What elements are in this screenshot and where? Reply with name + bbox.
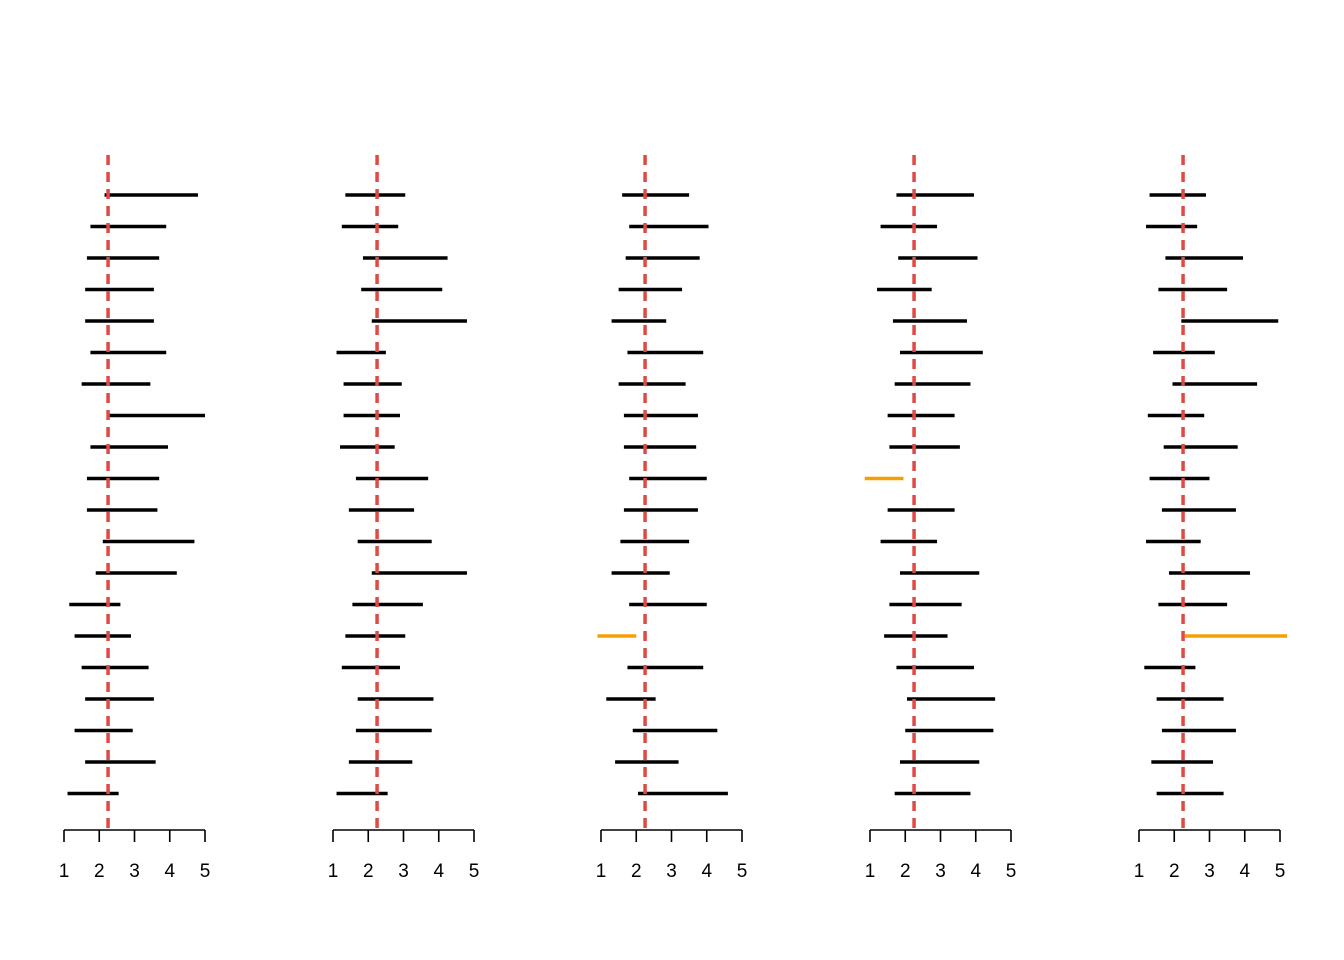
x-tick-label: 1 — [59, 861, 70, 882]
x-tick-label: 5 — [1275, 861, 1286, 882]
x-tick-label: 2 — [631, 861, 642, 882]
x-tick-label: 1 — [596, 861, 607, 882]
x-tick-label: 3 — [1204, 861, 1215, 882]
x-tick-label: 2 — [94, 861, 105, 882]
x-tick-label: 3 — [935, 861, 946, 882]
interval-panel-3: 1 2 3 4 5 — [596, 155, 748, 882]
x-tick-label: 2 — [363, 861, 374, 882]
interval-panel-1: 1 2 3 4 5 — [59, 155, 211, 882]
x-tick-label: 4 — [164, 861, 175, 882]
x-tick-label: 2 — [900, 861, 911, 882]
x-tick-label: 1 — [1134, 861, 1145, 882]
x-tick-label: 4 — [970, 861, 981, 882]
x-tick-label: 1 — [865, 861, 876, 882]
x-tick-label: 5 — [1006, 861, 1017, 882]
x-tick-label: 3 — [666, 861, 677, 882]
interval-panel-2: 1 2 3 4 5 — [328, 155, 480, 882]
x-tick-label: 4 — [701, 861, 712, 882]
x-tick-label: 5 — [200, 861, 211, 882]
x-tick-label: 5 — [737, 861, 748, 882]
x-tick-label: 1 — [328, 861, 339, 882]
interval-panel-5: 1 2 3 4 5 — [1134, 155, 1288, 882]
x-tick-label: 5 — [469, 861, 480, 882]
x-tick-label: 4 — [1239, 861, 1250, 882]
x-tick-label: 2 — [1169, 861, 1180, 882]
x-tick-label: 3 — [398, 861, 409, 882]
interval-panel-4: 1 2 3 4 5 — [865, 155, 1017, 882]
x-tick-label: 3 — [129, 861, 140, 882]
x-tick-label: 4 — [433, 861, 444, 882]
